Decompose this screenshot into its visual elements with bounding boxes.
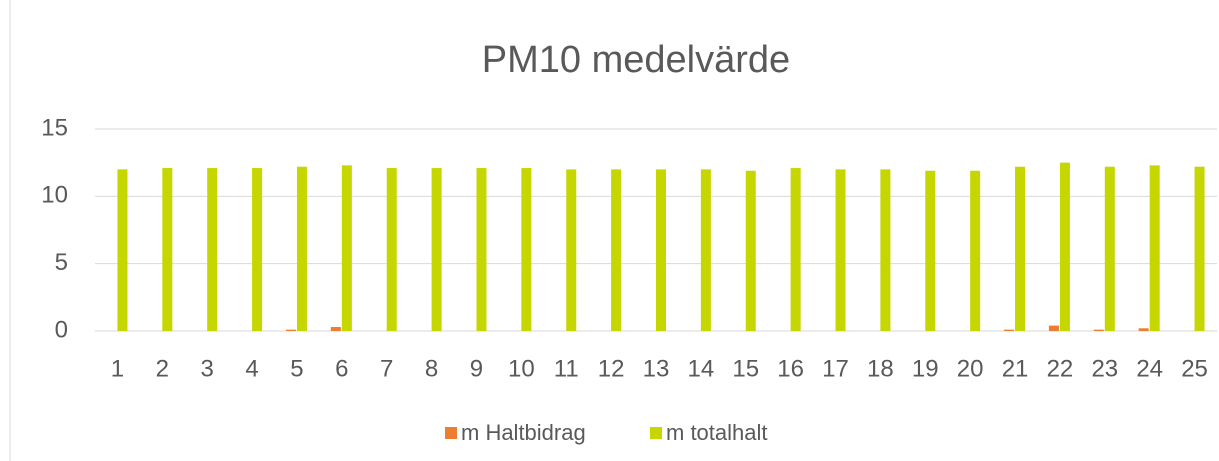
y-tick-label: 0 <box>55 316 68 343</box>
bar <box>1015 166 1026 331</box>
bar <box>521 168 532 331</box>
legend-swatch <box>650 427 662 439</box>
y-tick-label: 10 <box>41 182 68 209</box>
x-tick-label: 16 <box>777 355 804 382</box>
bar <box>790 168 801 331</box>
x-tick-label: 12 <box>598 355 625 382</box>
bar <box>656 169 666 331</box>
x-tick-label: 22 <box>1047 355 1074 382</box>
bar <box>296 166 307 331</box>
bar <box>386 168 397 331</box>
bar <box>1048 325 1059 331</box>
bar <box>1149 165 1160 331</box>
legend-swatch <box>445 427 457 439</box>
x-tick-label: 10 <box>508 355 535 382</box>
legend-label: m totalhalt <box>666 420 768 445</box>
x-tick-label: 24 <box>1136 355 1163 382</box>
bar <box>431 168 442 331</box>
bar <box>162 168 173 331</box>
bar <box>1059 162 1070 331</box>
bar <box>700 169 711 331</box>
x-tick-label: 1 <box>111 355 124 382</box>
bar <box>745 170 756 331</box>
x-tick-label: 11 <box>554 355 579 382</box>
x-tick-label: 5 <box>290 355 303 382</box>
bar <box>330 326 341 331</box>
x-tick-label: 20 <box>957 355 984 382</box>
bar <box>476 168 487 331</box>
bar <box>835 169 846 331</box>
x-tick-label: 19 <box>912 355 939 382</box>
x-tick-label: 3 <box>201 355 214 382</box>
x-tick-label: 15 <box>732 355 759 382</box>
bar <box>252 168 263 331</box>
bar <box>207 168 218 331</box>
chart-title: PM10 medelvärde <box>482 39 790 81</box>
y-tick-label: 5 <box>55 249 68 276</box>
x-tick-label: 4 <box>245 355 258 382</box>
x-tick-label: 21 <box>1002 355 1029 382</box>
x-tick-label: 9 <box>470 355 483 382</box>
x-tick-label: 23 <box>1091 355 1118 382</box>
bar <box>285 329 296 331</box>
bar <box>1138 328 1149 331</box>
x-tick-label: 8 <box>425 355 438 382</box>
bar <box>925 170 936 331</box>
x-tick-label: 6 <box>335 355 348 382</box>
x-tick-label: 17 <box>822 355 849 382</box>
bar <box>341 165 352 331</box>
bar <box>1004 329 1015 331</box>
bar <box>1093 329 1104 331</box>
bar <box>1104 166 1115 331</box>
bar <box>880 169 891 331</box>
bar <box>566 169 577 331</box>
x-tick-label: 2 <box>156 355 169 382</box>
x-tick-label: 18 <box>867 355 894 382</box>
x-tick-label: 13 <box>643 355 670 382</box>
bar <box>117 169 128 331</box>
bar <box>611 169 622 331</box>
x-tick-label: 25 <box>1181 355 1208 382</box>
legend-label: m Haltbidrag <box>461 420 586 445</box>
bar <box>1194 166 1205 331</box>
x-tick-label: 7 <box>380 355 393 382</box>
x-tick-label: 14 <box>688 355 715 382</box>
y-tick-label: 15 <box>41 114 68 141</box>
bar <box>970 170 981 331</box>
